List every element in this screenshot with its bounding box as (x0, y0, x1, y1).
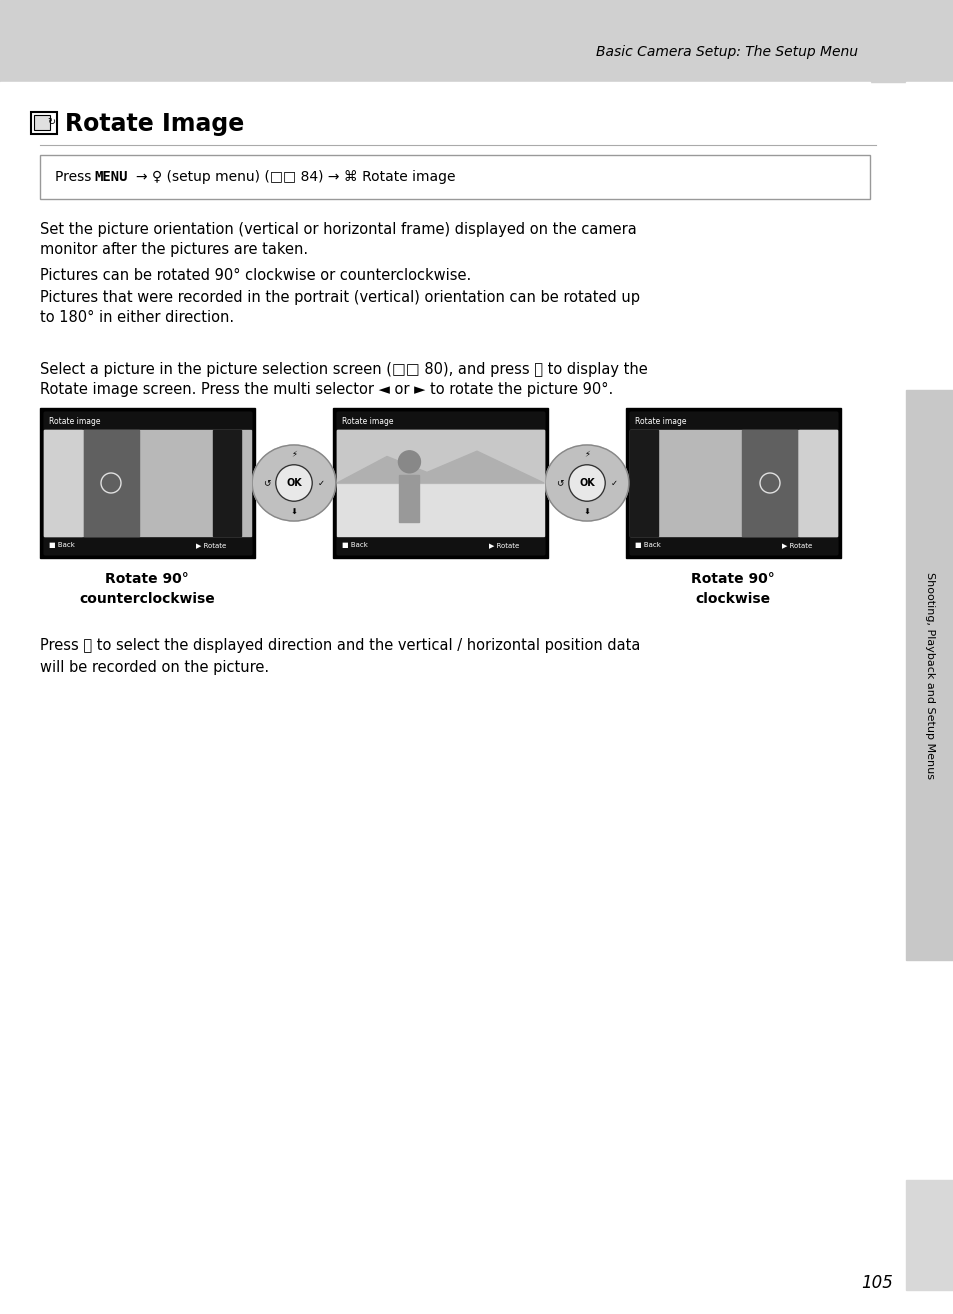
Bar (629, 430, 836, 536)
Text: will be recorded on the picture.: will be recorded on the picture. (40, 660, 269, 675)
Text: Press ⓞ to select the displayed direction and the vertical / horizontal position: Press ⓞ to select the displayed directio… (40, 639, 639, 653)
Bar (336, 430, 543, 484)
Text: ▶ Rotate: ▶ Rotate (195, 541, 226, 548)
Text: Rotate image: Rotate image (49, 417, 100, 426)
Bar (336, 413, 543, 430)
Text: ↺: ↺ (263, 478, 270, 487)
Bar (44, 430, 82, 536)
Text: Basic Camera Setup: The Setup Menu: Basic Camera Setup: The Setup Menu (596, 45, 857, 59)
Text: Pictures can be rotated 90° clockwise or counterclockwise.: Pictures can be rotated 90° clockwise or… (40, 268, 471, 283)
Text: ▶ Rotate: ▶ Rotate (489, 541, 518, 548)
Text: ⬇: ⬇ (583, 509, 590, 518)
Bar (34, 116, 50, 130)
Text: monitor after the pictures are taken.: monitor after the pictures are taken. (40, 242, 308, 258)
Circle shape (568, 465, 604, 501)
Text: Rotate image screen. Press the multi selector ◄ or ► to rotate the picture 90°.: Rotate image screen. Press the multi sel… (40, 382, 613, 397)
Bar (44, 413, 251, 430)
Text: ■ Back: ■ Back (341, 541, 368, 548)
Text: Set the picture orientation (vertical or horizontal frame) displayed on the came: Set the picture orientation (vertical or… (40, 222, 636, 237)
Bar (40, 409, 254, 558)
Text: ⚡: ⚡ (291, 449, 296, 457)
Bar (333, 409, 547, 558)
Text: to 180° in either direction.: to 180° in either direction. (40, 310, 233, 325)
Text: Rotate 90°: Rotate 90° (105, 572, 189, 586)
Bar (741, 430, 796, 536)
Bar (30, 112, 57, 134)
Bar (336, 413, 543, 555)
Text: MENU: MENU (94, 170, 128, 184)
Bar (44, 430, 251, 536)
Text: Rotate image: Rotate image (341, 417, 393, 426)
Text: Pictures that were recorded in the portrait (vertical) orientation can be rotate: Pictures that were recorded in the portr… (40, 290, 639, 305)
Text: ⚡: ⚡ (583, 449, 589, 457)
Text: OK: OK (286, 478, 301, 487)
Text: ▶ Rotate: ▶ Rotate (781, 541, 811, 548)
Text: Press: Press (55, 170, 95, 184)
Text: ↻: ↻ (47, 117, 55, 127)
Text: ■ Back: ■ Back (635, 541, 660, 548)
Bar (44, 413, 251, 555)
Text: counterclockwise: counterclockwise (79, 593, 214, 606)
Text: clockwise: clockwise (695, 593, 770, 606)
Text: OK: OK (578, 478, 595, 487)
Ellipse shape (544, 445, 628, 520)
Text: ↺: ↺ (556, 478, 563, 487)
Bar (629, 536, 836, 555)
Text: ✓: ✓ (317, 478, 325, 487)
Text: Shooting, Playback and Setup Menus: Shooting, Playback and Setup Menus (924, 572, 934, 778)
Bar (336, 536, 543, 555)
Text: ⬇: ⬇ (291, 509, 297, 518)
Bar (336, 430, 543, 536)
Bar (905, 1180, 953, 1290)
Text: Select a picture in the picture selection screen (□□ 80), and press ⓞ to display: Select a picture in the picture selectio… (40, 361, 647, 377)
Text: → ♀ (setup menu) (□□ 84) → ⌘ Rotate image: → ♀ (setup menu) (□□ 84) → ⌘ Rotate imag… (136, 170, 455, 184)
Text: Rotate image: Rotate image (635, 417, 686, 426)
Bar (213, 430, 241, 536)
Bar (84, 430, 139, 536)
Bar (629, 413, 836, 555)
Text: ■ Back: ■ Back (49, 541, 74, 548)
Bar (625, 409, 841, 558)
Bar (44, 536, 251, 555)
Bar (0, 0, 953, 81)
Bar (905, 390, 953, 961)
Text: ✓: ✓ (610, 478, 618, 487)
Circle shape (398, 451, 420, 473)
Text: 105: 105 (861, 1275, 892, 1292)
Circle shape (275, 465, 312, 501)
Text: Rotate 90°: Rotate 90° (690, 572, 774, 586)
Ellipse shape (252, 445, 335, 520)
Bar (629, 430, 658, 536)
Polygon shape (336, 451, 543, 484)
Bar (905, 81, 953, 1242)
FancyBboxPatch shape (40, 155, 869, 198)
Bar (399, 474, 419, 522)
Bar (629, 413, 836, 430)
Text: Rotate Image: Rotate Image (65, 112, 244, 137)
Bar (799, 430, 836, 536)
